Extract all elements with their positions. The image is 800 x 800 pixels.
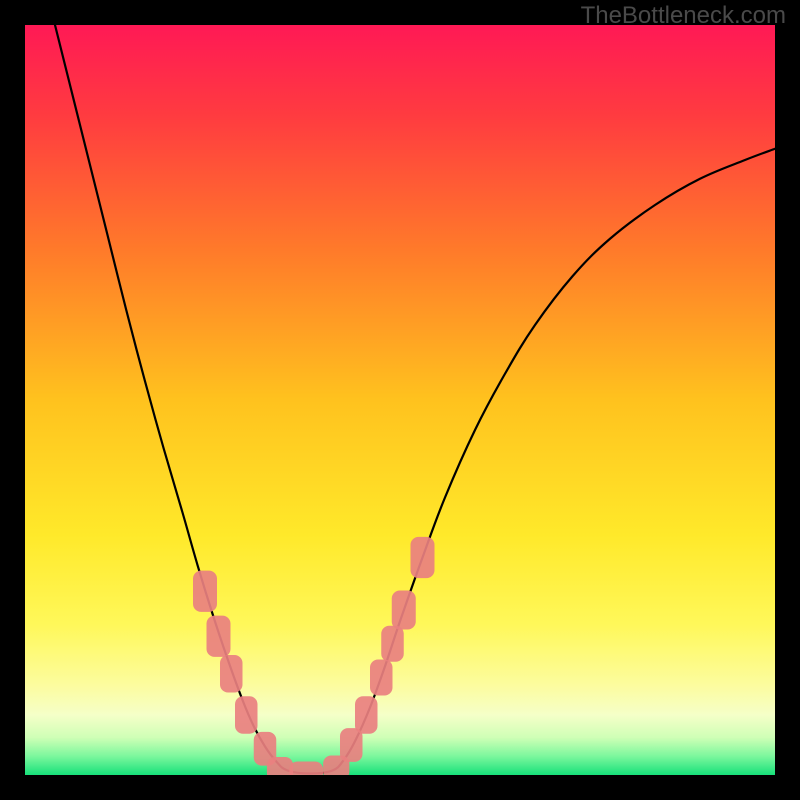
watermark-text: TheBottleneck.com — [581, 2, 786, 30]
curve-marker — [220, 655, 243, 693]
curve-marker — [193, 571, 217, 612]
curve-marker — [340, 728, 363, 762]
chart-svg — [25, 25, 775, 775]
curve-marker — [235, 696, 258, 734]
curve-marker — [289, 762, 323, 776]
curve-marker — [355, 696, 378, 734]
curve-marker — [207, 616, 231, 657]
curve-marker — [370, 660, 393, 696]
curve-marker — [381, 626, 404, 662]
gradient-background — [25, 25, 775, 775]
curve-marker — [267, 757, 293, 775]
curve-marker — [392, 591, 416, 630]
curve-marker — [411, 537, 435, 578]
chart-frame: TheBottleneck.com — [0, 0, 800, 800]
plot-area — [25, 25, 775, 775]
